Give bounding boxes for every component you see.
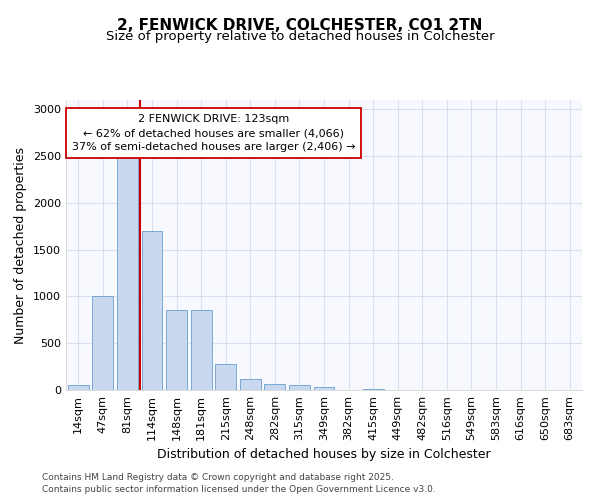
Bar	[215, 364, 236, 390]
Bar	[265, 384, 286, 390]
X-axis label: Distribution of detached houses by size in Colchester: Distribution of detached houses by size …	[157, 448, 491, 462]
Bar	[191, 310, 212, 390]
Text: Contains HM Land Registry data © Crown copyright and database right 2025.: Contains HM Land Registry data © Crown c…	[42, 472, 394, 482]
Bar	[289, 386, 310, 390]
Y-axis label: Number of detached properties: Number of detached properties	[14, 146, 28, 344]
Text: 2, FENWICK DRIVE, COLCHESTER, CO1 2TN: 2, FENWICK DRIVE, COLCHESTER, CO1 2TN	[118, 18, 482, 32]
Text: Contains public sector information licensed under the Open Government Licence v3: Contains public sector information licen…	[42, 485, 436, 494]
Bar	[117, 156, 138, 390]
Text: Size of property relative to detached houses in Colchester: Size of property relative to detached ho…	[106, 30, 494, 43]
Bar	[142, 231, 163, 390]
Bar	[240, 379, 261, 390]
Bar	[362, 388, 383, 390]
Text: 2 FENWICK DRIVE: 123sqm
← 62% of detached houses are smaller (4,066)
37% of semi: 2 FENWICK DRIVE: 123sqm ← 62% of detache…	[71, 114, 355, 152]
Bar	[166, 310, 187, 390]
Bar	[314, 387, 334, 390]
Bar	[92, 296, 113, 390]
Bar	[68, 386, 89, 390]
